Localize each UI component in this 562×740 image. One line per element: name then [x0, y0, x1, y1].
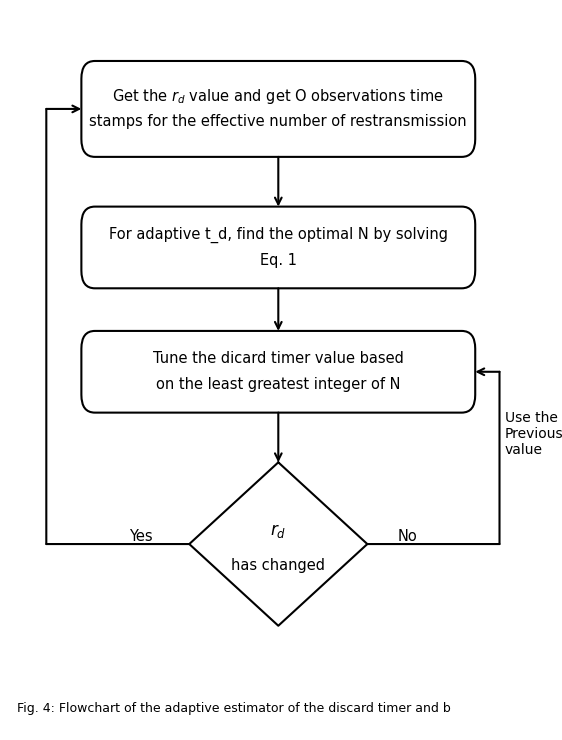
- Text: stamps for the effective number of restransmission: stamps for the effective number of restr…: [89, 114, 467, 130]
- Text: Get the $\mathit{r_d}$ value and get O observations time: Get the $\mathit{r_d}$ value and get O o…: [112, 87, 444, 106]
- FancyBboxPatch shape: [81, 61, 475, 157]
- Text: on the least greatest integer of N: on the least greatest integer of N: [156, 377, 401, 392]
- Text: Yes: Yes: [129, 529, 152, 545]
- Text: Eq. 1: Eq. 1: [260, 253, 297, 268]
- FancyBboxPatch shape: [81, 331, 475, 413]
- Text: Fig. 4: Flowchart of the adaptive estimator of the discard timer and b: Fig. 4: Flowchart of the adaptive estima…: [17, 702, 450, 715]
- FancyBboxPatch shape: [81, 206, 475, 289]
- Text: For adaptive t_d, find the optimal N by solving: For adaptive t_d, find the optimal N by …: [109, 226, 448, 243]
- Text: Use the
Previous
value: Use the Previous value: [505, 411, 562, 457]
- Text: No: No: [398, 529, 418, 545]
- Text: has changed: has changed: [232, 558, 325, 573]
- Text: Tune the dicard timer value based: Tune the dicard timer value based: [153, 352, 404, 366]
- Text: $\mathit{r_d}$: $\mathit{r_d}$: [270, 522, 287, 540]
